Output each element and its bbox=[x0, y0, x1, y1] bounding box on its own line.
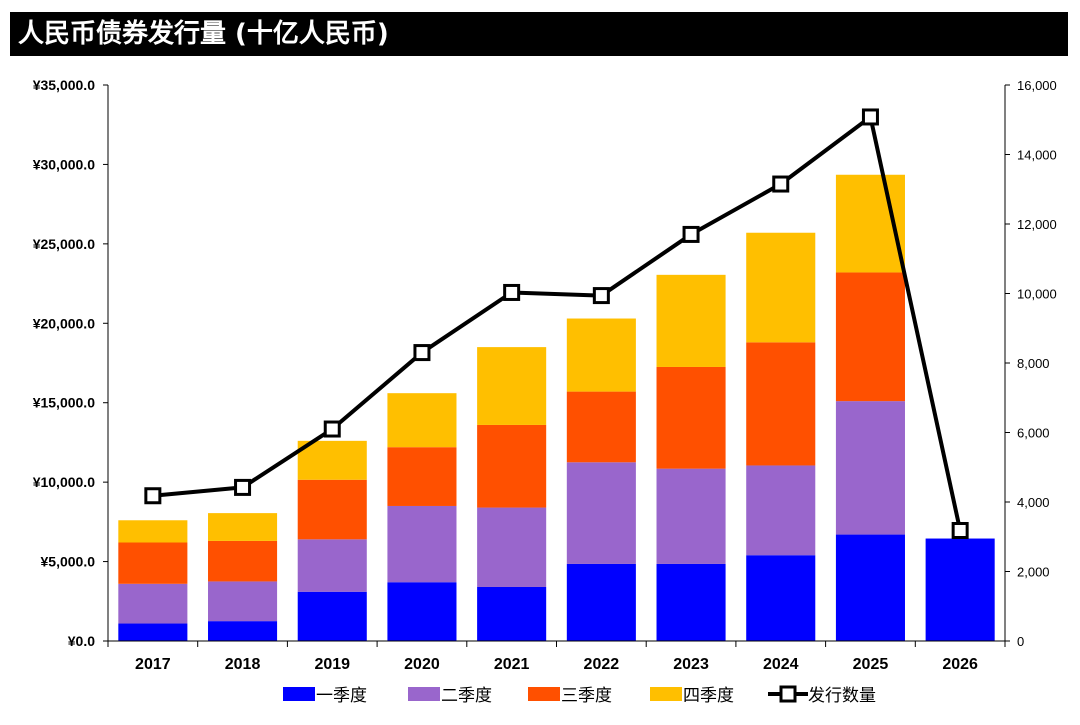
left-tick-label: ¥0.0 bbox=[68, 633, 95, 649]
bar-2023-q3 bbox=[656, 366, 726, 469]
bar-2022-q1 bbox=[566, 563, 636, 641]
line-marker-2022 bbox=[592, 287, 610, 305]
x-tick-label-2023: 2023 bbox=[673, 656, 709, 673]
bar-2021-q1 bbox=[477, 586, 547, 641]
legend-swatch-q2 bbox=[408, 687, 440, 701]
x-tick-label-2019: 2019 bbox=[314, 656, 350, 673]
left-tick-label: ¥25,000.0 bbox=[33, 236, 95, 252]
legend-label-issuance-count: 发行数量 bbox=[808, 686, 876, 706]
x-tick-label-2018: 2018 bbox=[225, 656, 261, 673]
bar-2019-q4 bbox=[297, 440, 367, 480]
bar-2018-q4 bbox=[208, 513, 278, 541]
bar-2017-q3 bbox=[118, 542, 188, 584]
bar-2018-q1 bbox=[208, 621, 278, 641]
right-tick-label: 0 bbox=[1017, 634, 1024, 649]
line-marker-2026 bbox=[951, 521, 969, 539]
bar-2019-q2 bbox=[297, 539, 367, 592]
bar-2019-q1 bbox=[297, 591, 367, 641]
bar-2017-q4 bbox=[118, 520, 188, 543]
bar-2018-q2 bbox=[208, 581, 278, 622]
bar-2026-q1 bbox=[925, 538, 995, 641]
bar-2024-q1 bbox=[746, 555, 816, 641]
bar-2021-q4 bbox=[477, 347, 547, 425]
bar-2025-q3 bbox=[835, 272, 905, 402]
right-tick-label: 8,000 bbox=[1017, 356, 1050, 371]
line-marker-2025 bbox=[861, 108, 879, 126]
bar-2022-q4 bbox=[566, 318, 636, 392]
legend-label-q4: 四季度 bbox=[683, 686, 734, 706]
bar-2024-q2 bbox=[746, 465, 816, 556]
bar-2022-q3 bbox=[566, 391, 636, 463]
right-tick-label: 14,000 bbox=[1017, 148, 1057, 163]
bar-2019-q3 bbox=[297, 479, 367, 540]
right-tick-label: 12,000 bbox=[1017, 217, 1057, 232]
x-tick-label-2026: 2026 bbox=[942, 656, 978, 673]
right-tick-label: 2,000 bbox=[1017, 565, 1050, 580]
right-tick-label: 16,000 bbox=[1017, 78, 1057, 93]
x-tick-label-2025: 2025 bbox=[853, 656, 889, 673]
bar-2021-q3 bbox=[477, 424, 547, 508]
line-marker-2023 bbox=[682, 225, 700, 243]
legend-swatch-q3 bbox=[528, 687, 560, 701]
bar-2018-q3 bbox=[208, 540, 278, 582]
bar-2020-q2 bbox=[387, 505, 457, 583]
right-tick-label: 4,000 bbox=[1017, 495, 1050, 510]
bar-2023-q2 bbox=[656, 468, 726, 564]
bar-2021-q2 bbox=[477, 507, 547, 587]
legend-label-q1: 一季度 bbox=[316, 686, 367, 706]
x-tick-label-2024: 2024 bbox=[763, 656, 799, 673]
bar-2022-q2 bbox=[566, 462, 636, 564]
left-tick-label: ¥35,000.0 bbox=[33, 77, 95, 93]
bar-2020-q3 bbox=[387, 447, 457, 506]
x-tick-label-2022: 2022 bbox=[584, 656, 620, 673]
bar-2025-q1 bbox=[835, 534, 905, 641]
bar-2023-q4 bbox=[656, 274, 726, 367]
line-marker-2020 bbox=[413, 344, 431, 362]
line-marker-2017 bbox=[144, 487, 162, 505]
legend-swatch-q1 bbox=[283, 687, 315, 701]
left-tick-label: ¥30,000.0 bbox=[33, 156, 95, 172]
bar-2017-q2 bbox=[118, 583, 188, 624]
line-marker-2018 bbox=[234, 478, 252, 496]
left-tick-label: ¥5,000.0 bbox=[41, 554, 96, 570]
legend-label-q3: 三季度 bbox=[561, 686, 612, 706]
line-series-issuance-count bbox=[152, 114, 963, 531]
bar-2017-q1 bbox=[118, 623, 188, 641]
x-tick-label-2021: 2021 bbox=[494, 656, 530, 673]
line-marker-2021 bbox=[503, 283, 521, 301]
x-tick-label-2017: 2017 bbox=[135, 656, 171, 673]
bar-2024-q3 bbox=[746, 342, 816, 466]
bar-2024-q4 bbox=[746, 232, 816, 343]
bar-2020-q1 bbox=[387, 582, 457, 641]
bar-2020-q4 bbox=[387, 393, 457, 448]
left-tick-label: ¥20,000.0 bbox=[33, 315, 95, 331]
legend-marker-issuance-count bbox=[779, 685, 797, 703]
line-marker-2024 bbox=[772, 175, 790, 193]
left-tick-label: ¥10,000.0 bbox=[33, 474, 95, 490]
chart-title: 人民币债券发行量 (十亿人民币) bbox=[10, 12, 1068, 56]
x-tick-label-2020: 2020 bbox=[404, 656, 440, 673]
right-tick-label: 10,000 bbox=[1017, 287, 1057, 302]
line-marker-2019 bbox=[323, 420, 341, 438]
right-tick-label: 6,000 bbox=[1017, 426, 1050, 441]
legend-label-q2: 二季度 bbox=[441, 686, 492, 706]
bar-2023-q1 bbox=[656, 563, 726, 641]
bar-2025-q2 bbox=[835, 401, 905, 535]
legend-swatch-q4 bbox=[650, 687, 682, 701]
left-tick-label: ¥15,000.0 bbox=[33, 395, 95, 411]
